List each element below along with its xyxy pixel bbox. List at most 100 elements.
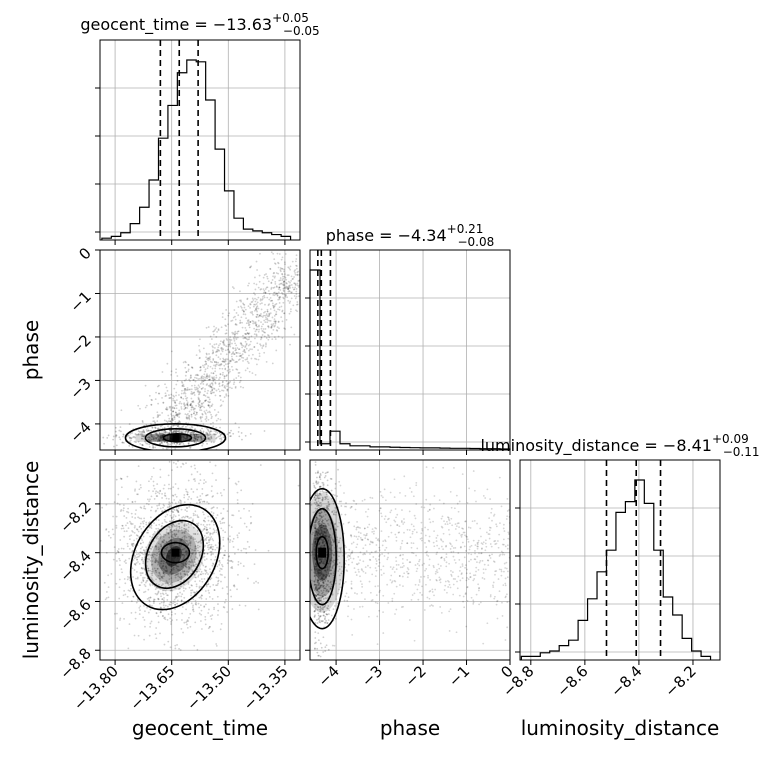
sample-point bbox=[333, 608, 335, 610]
sample-point bbox=[221, 495, 223, 497]
sample-point bbox=[166, 599, 168, 601]
sample-point bbox=[218, 356, 220, 358]
sample-point bbox=[240, 380, 242, 382]
sample-point bbox=[389, 511, 391, 513]
sample-point bbox=[173, 407, 175, 409]
sample-point bbox=[225, 363, 227, 365]
sample-point bbox=[367, 508, 369, 510]
sample-point bbox=[244, 327, 246, 329]
sample-point bbox=[217, 577, 219, 579]
sample-point bbox=[175, 431, 177, 433]
sample-point bbox=[267, 319, 269, 321]
sample-point bbox=[411, 542, 413, 544]
sample-point bbox=[462, 565, 464, 567]
sample-point bbox=[429, 598, 431, 600]
sample-point bbox=[148, 612, 150, 614]
sample-point bbox=[465, 579, 467, 581]
sample-point bbox=[114, 501, 116, 503]
sample-point bbox=[248, 332, 250, 334]
sample-point bbox=[371, 551, 373, 553]
sample-point bbox=[150, 516, 152, 518]
sample-point bbox=[179, 413, 181, 415]
sample-point bbox=[460, 546, 462, 548]
sample-point bbox=[454, 559, 456, 561]
sample-point bbox=[177, 593, 179, 595]
sample-point bbox=[297, 285, 299, 287]
sample-point bbox=[327, 479, 329, 481]
sample-point bbox=[196, 585, 198, 587]
sample-point bbox=[127, 512, 129, 514]
sample-point bbox=[316, 664, 318, 666]
sample-point bbox=[457, 552, 459, 554]
sample-point bbox=[447, 586, 449, 588]
sample-point bbox=[266, 297, 268, 299]
sample-point bbox=[365, 511, 367, 513]
sample-point bbox=[151, 605, 153, 607]
sample-point bbox=[296, 288, 298, 290]
sample-point bbox=[475, 544, 477, 546]
sample-point bbox=[291, 284, 293, 286]
sample-point bbox=[182, 516, 184, 518]
sample-point bbox=[483, 568, 485, 570]
sample-point bbox=[257, 301, 259, 303]
sample-point bbox=[230, 360, 232, 362]
sample-point bbox=[201, 581, 203, 583]
sample-point bbox=[236, 324, 238, 326]
sample-point bbox=[268, 299, 270, 301]
sample-point bbox=[264, 321, 266, 323]
sample-point bbox=[255, 549, 257, 551]
sample-point bbox=[504, 563, 506, 565]
sample-point bbox=[401, 542, 403, 544]
sample-point bbox=[356, 527, 358, 529]
sample-point bbox=[289, 269, 291, 271]
sample-point bbox=[203, 376, 205, 378]
sample-point bbox=[194, 387, 196, 389]
sample-point bbox=[396, 564, 398, 566]
sample-point bbox=[505, 578, 507, 580]
sample-point bbox=[215, 556, 217, 558]
sample-point bbox=[185, 407, 187, 409]
sample-point bbox=[272, 279, 274, 281]
sample-point bbox=[112, 528, 114, 530]
sample-point bbox=[205, 566, 207, 568]
sample-point bbox=[204, 559, 206, 561]
sample-point bbox=[389, 579, 391, 581]
sample-point bbox=[263, 328, 265, 330]
sample-point bbox=[427, 575, 429, 577]
sample-point bbox=[121, 442, 123, 444]
sample-point bbox=[247, 361, 249, 363]
sample-point bbox=[458, 522, 460, 524]
sample-point bbox=[489, 529, 491, 531]
sample-point bbox=[127, 647, 129, 649]
sample-point bbox=[155, 528, 157, 530]
sample-point bbox=[227, 538, 229, 540]
sample-point bbox=[264, 304, 266, 306]
sample-point bbox=[225, 393, 227, 395]
sample-point bbox=[494, 574, 496, 576]
sample-point bbox=[219, 373, 221, 375]
sample-point bbox=[206, 542, 208, 544]
sample-point bbox=[202, 405, 204, 407]
sample-point bbox=[163, 593, 165, 595]
sample-point bbox=[156, 505, 158, 507]
sample-point bbox=[143, 550, 145, 552]
sample-point bbox=[134, 490, 136, 492]
sample-point bbox=[351, 587, 353, 589]
sample-point bbox=[227, 562, 229, 564]
sample-point bbox=[102, 437, 104, 439]
sample-point bbox=[243, 565, 245, 567]
sample-point bbox=[118, 598, 120, 600]
sample-point bbox=[139, 613, 141, 615]
sample-point bbox=[142, 542, 144, 544]
sample-point bbox=[259, 253, 261, 255]
sample-point bbox=[105, 528, 107, 530]
density-peak bbox=[171, 549, 179, 557]
sample-point bbox=[189, 447, 191, 449]
sample-point bbox=[284, 263, 286, 265]
sample-point bbox=[476, 561, 478, 563]
sample-point bbox=[365, 572, 367, 574]
sample-point bbox=[237, 337, 239, 339]
sample-point bbox=[167, 606, 169, 608]
sample-point bbox=[264, 274, 266, 276]
sample-point bbox=[171, 370, 173, 372]
